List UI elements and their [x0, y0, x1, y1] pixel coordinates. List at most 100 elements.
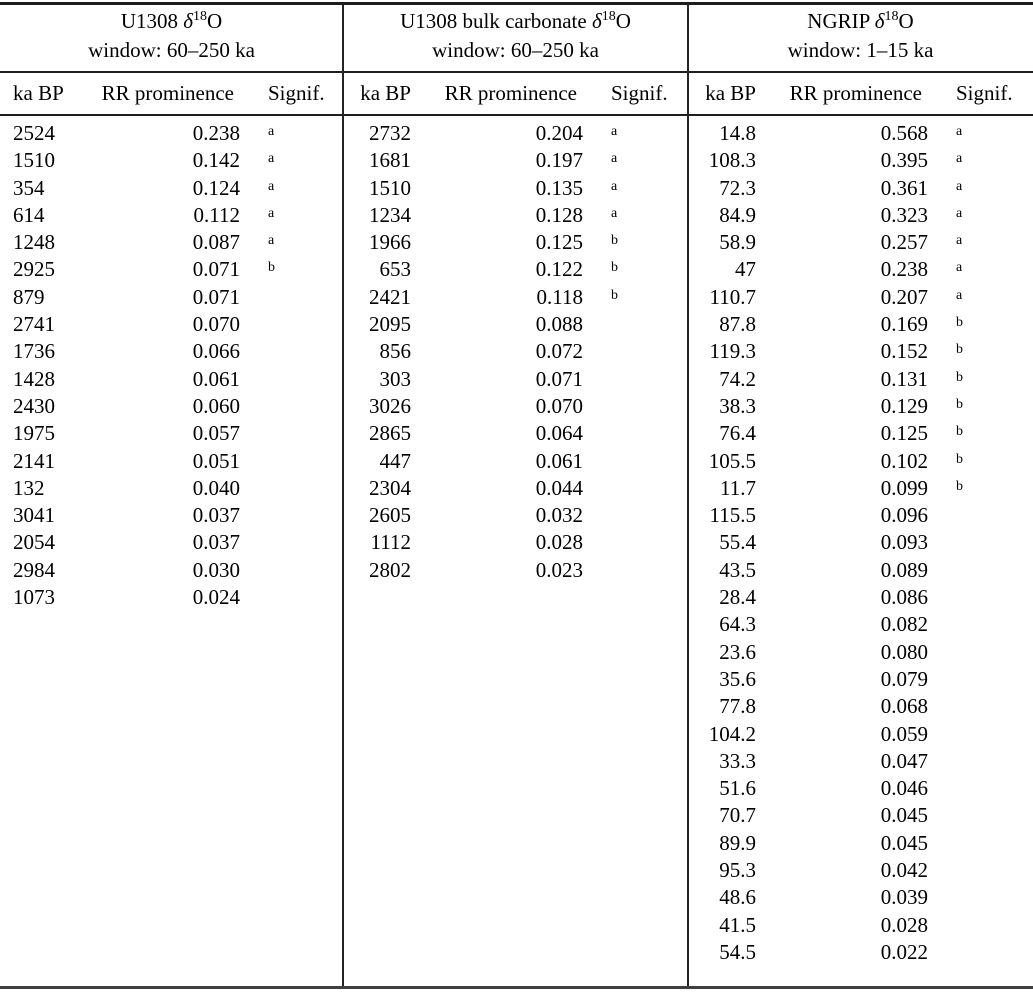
- cell-signif: a: [268, 147, 343, 174]
- cell-ka-bp: 55.4: [719, 530, 756, 555]
- table-row: 115.5 0.096: [688, 502, 1033, 529]
- cell-ka-bp: 108.3: [708, 148, 756, 173]
- cell-ka-bp: 653: [379, 257, 412, 282]
- group-title-text: U1308 δ18O: [120, 9, 223, 33]
- signif-superscript: b: [956, 424, 963, 440]
- table-row: 108.3 0.395 a: [688, 147, 1033, 174]
- signif-superscript: a: [268, 124, 275, 139]
- group-body-u1308-bulk-carbonate-d18o: 2732 0.204 a 1681 0.197 a 1510 0.135 a 1234 0.128 a…: [343, 120, 688, 966]
- cell-ka-bp: 110.7: [709, 284, 756, 309]
- group-title-text: U1308 bulk carbonate δ18O: [400, 9, 631, 33]
- table-row: 84.9 0.323 a: [688, 202, 1033, 229]
- group-window-text: window: 1–15 ka: [787, 38, 934, 62]
- cell-ka-bp: 1112: [370, 530, 411, 555]
- table-row: 110.7 0.207 a: [688, 284, 1033, 311]
- cell-ka-bp: 1248: [13, 230, 55, 255]
- cell-rr-prominence: 0.064: [535, 421, 583, 446]
- cell-ka-bp: 1681: [369, 148, 411, 173]
- cell-ka-bp: 879: [13, 284, 45, 309]
- cell-rr-prominence: 0.032: [535, 503, 583, 528]
- signif-superscript: b: [611, 233, 618, 249]
- cell-signif: [611, 502, 688, 529]
- table-row: 653 0.122 b: [343, 256, 688, 283]
- table-row: 2925 0.071 b: [0, 256, 343, 283]
- table-row: 54.5 0.022: [688, 939, 1033, 966]
- cell-rr-prominence: 0.135: [535, 175, 583, 200]
- table-row: 2865 0.064: [343, 420, 688, 447]
- table-row: 35.6 0.079: [688, 666, 1033, 693]
- cell-signif: [611, 529, 688, 556]
- cell-rr-prominence: 0.061: [535, 448, 583, 473]
- table-row: 51.6 0.046: [688, 775, 1033, 802]
- cell-ka-bp: 1234: [369, 202, 411, 227]
- cell-rr-prominence: 0.238: [192, 121, 240, 145]
- cell-signif: b: [956, 475, 1033, 502]
- group-title-text: NGRIP δ18O: [807, 9, 914, 33]
- table-row: 23.6 0.080: [688, 639, 1033, 666]
- signif-superscript: a: [956, 205, 963, 221]
- cell-signif: [956, 557, 1033, 584]
- cell-rr-prominence: 0.093: [880, 530, 928, 555]
- signif-superscript: b: [611, 287, 618, 303]
- cell-ka-bp: 84.9: [719, 202, 756, 227]
- cell-ka-bp: 23.6: [719, 639, 756, 664]
- table-row: 1975 0.057: [0, 420, 343, 447]
- cell-ka-bp: 1510: [13, 148, 55, 173]
- cell-rr-prominence: 0.045: [880, 830, 928, 855]
- cell-ka-bp: 2095: [369, 312, 411, 337]
- cell-ka-bp: 132: [13, 475, 45, 500]
- cell-rr-prominence: 0.059: [880, 721, 928, 746]
- cell-signif: [956, 611, 1033, 638]
- table-row: 64.3 0.082: [688, 611, 1033, 638]
- cell-signif: [268, 584, 343, 611]
- cell-signif: a: [611, 120, 688, 147]
- cell-rr-prominence: 0.086: [880, 585, 928, 610]
- cell-ka-bp: 11.7: [720, 475, 756, 500]
- table-row: 2605 0.032: [343, 502, 688, 529]
- table-row: 303 0.071: [343, 366, 688, 393]
- group-titles-row: U1308 δ18O window: 60–250 ka U1308 bulk …: [0, 7, 1033, 65]
- signif-superscript: b: [268, 260, 275, 276]
- cell-ka-bp: 614: [13, 202, 45, 227]
- cell-rr-prominence: 0.071: [535, 366, 583, 391]
- table-row: 354 0.124 a: [0, 175, 343, 202]
- cell-ka-bp: 1510: [369, 175, 411, 200]
- cell-signif: [268, 284, 343, 311]
- cell-signif: b: [956, 311, 1033, 338]
- header-divider-rule: [0, 71, 1033, 73]
- cell-ka-bp: 1073: [13, 585, 55, 610]
- cell-ka-bp: 1966: [369, 230, 411, 255]
- group-title-u1308-d18o: U1308 δ18O window: 60–250 ka: [0, 7, 343, 65]
- group-divider-rule-2: [687, 4, 689, 986]
- cell-rr-prominence: 0.087: [192, 230, 240, 255]
- signif-superscript: a: [611, 151, 618, 167]
- cell-rr-prominence: 0.066: [192, 339, 240, 364]
- table-row: 2984 0.030: [0, 557, 343, 584]
- cell-signif: [268, 475, 343, 502]
- cell-ka-bp: 87.8: [719, 312, 756, 337]
- cell-rr-prominence: 0.169: [880, 312, 928, 337]
- group-divider-rule-1: [342, 4, 344, 986]
- signif-superscript: a: [956, 178, 963, 194]
- cell-ka-bp: 105.5: [708, 448, 756, 473]
- table-row: 2054 0.037: [0, 529, 343, 556]
- group-body-ngrip-d18o: 14.8 0.568 a 108.3 0.395 a 72.3 0.361 a 84.9 0.323…: [688, 120, 1033, 966]
- cell-signif: a: [611, 147, 688, 174]
- table-row: 70.7 0.045: [688, 802, 1033, 829]
- cell-signif: a: [268, 120, 343, 147]
- table-row: 1248 0.087 a: [0, 229, 343, 256]
- cell-rr-prominence: 0.022: [880, 939, 928, 964]
- cell-ka-bp: 89.9: [719, 830, 756, 855]
- cell-signif: [956, 584, 1033, 611]
- cell-rr-prominence: 0.051: [192, 448, 240, 473]
- table-row: 77.8 0.068: [688, 693, 1033, 720]
- cell-ka-bp: 2741: [13, 312, 55, 337]
- table-row: 1428 0.061: [0, 366, 343, 393]
- signif-superscript: a: [956, 151, 963, 167]
- cell-signif: [268, 448, 343, 475]
- cell-rr-prominence: 0.124: [192, 175, 240, 200]
- cell-signif: [268, 420, 343, 447]
- cell-signif: [956, 639, 1033, 666]
- cell-ka-bp: 1975: [13, 421, 55, 446]
- cell-signif: [956, 830, 1033, 857]
